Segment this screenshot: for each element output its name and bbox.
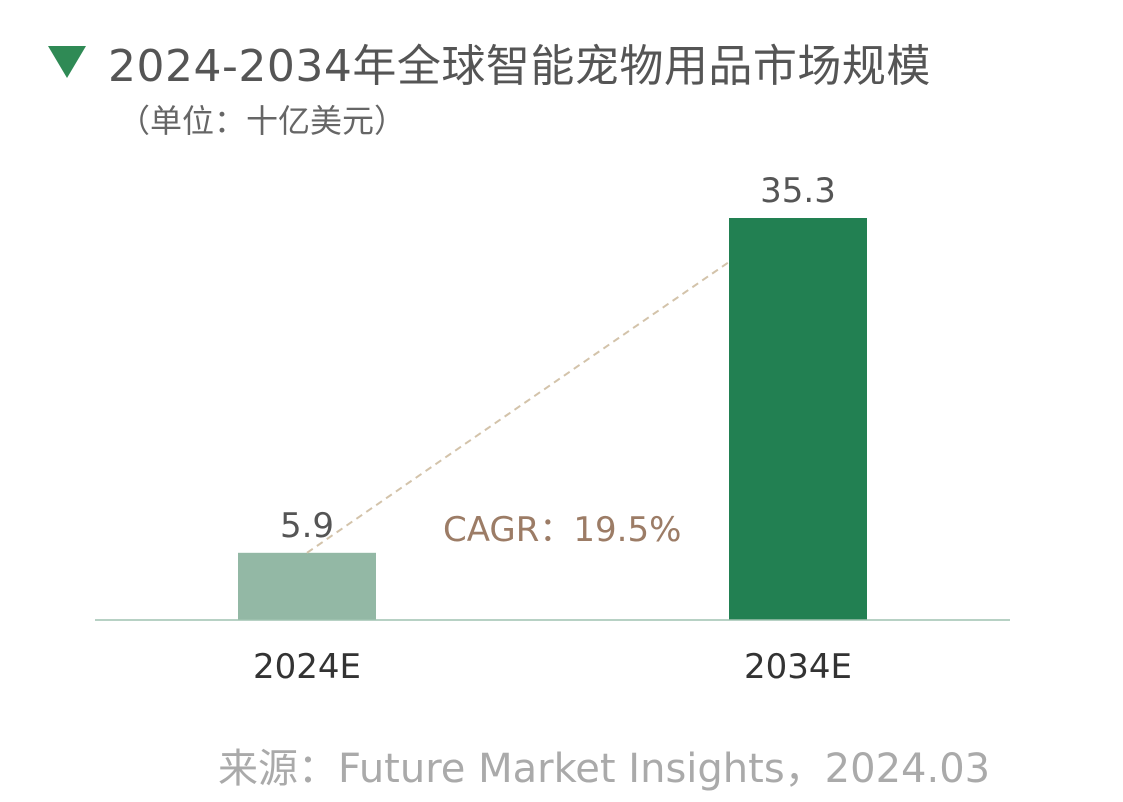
value-label-2024E: 5.9 — [280, 506, 334, 546]
category-label-2034E: 2034E — [744, 647, 852, 687]
bar-2024E — [238, 552, 376, 620]
unit-label: （单位：十亿美元） — [118, 102, 407, 140]
bar-2034E — [729, 218, 867, 620]
chart-title: 2024-2034年全球智能宠物用品市场规模 — [108, 41, 931, 92]
title-row: 2024-2034年全球智能宠物用品市场规模 — [48, 30, 931, 94]
cagr-trend-line — [306, 261, 730, 554]
cagr-annotation: CAGR：19.5% — [443, 510, 681, 550]
triangle-down-icon — [48, 46, 86, 78]
category-label-2024E: 2024E — [253, 647, 361, 687]
value-label-2034E: 35.3 — [760, 171, 836, 211]
source-note: 来源：Future Market Insights，2024.03 — [218, 746, 991, 792]
